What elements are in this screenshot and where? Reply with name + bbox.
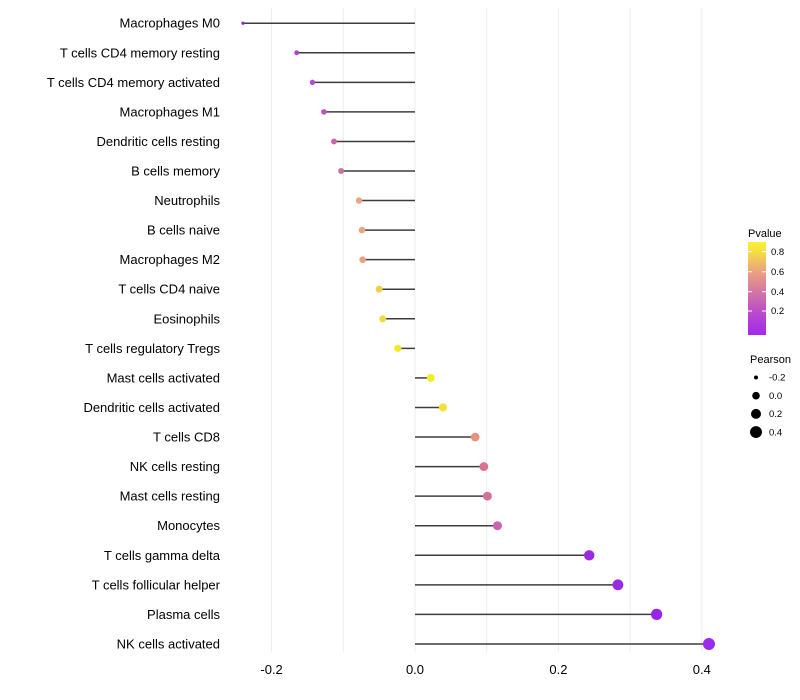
y-axis-label: T cells gamma delta (104, 548, 221, 563)
pearson-legend-dot (753, 375, 759, 380)
y-axis-label: T cells CD8 (153, 430, 220, 445)
y-axis-label: Macrophages M1 (120, 104, 220, 119)
y-axis-label: NK cells resting (130, 459, 220, 474)
y-axis-label: Eosinophils (154, 311, 221, 326)
y-axis-label: Macrophages M0 (120, 16, 220, 31)
lollipop-dot (338, 167, 345, 175)
x-tick-label: 0.0 (406, 662, 424, 677)
x-tick-label: 0.4 (693, 662, 711, 677)
pvalue-tick-label: 0.4 (771, 287, 784, 298)
lollipop-dot (321, 109, 327, 115)
lollipop-dot (309, 79, 316, 85)
y-axis-label: Neutrophils (154, 193, 220, 208)
lollipop-dot (650, 608, 663, 621)
lollipop-dot (375, 285, 383, 293)
pvalue-tick-label: 0.2 (771, 306, 784, 317)
pearson-legend-dot (750, 426, 762, 439)
pearson-legend-dot (752, 391, 760, 400)
lollipop-dot (612, 579, 624, 591)
y-axis-label: Monocytes (157, 518, 220, 533)
lollipop-dot (359, 256, 366, 263)
y-axis-label: B cells naive (147, 223, 220, 238)
lollipop-dot (492, 521, 502, 531)
y-axis-label: T cells CD4 memory activated (47, 75, 220, 90)
y-axis-label: Mast cells resting (120, 489, 220, 504)
lollipop-dot (355, 197, 363, 204)
lollipop-dot (379, 315, 387, 323)
pearson-legend-label: -0.2 (769, 373, 785, 384)
y-axis-label: T cells CD4 memory resting (60, 45, 220, 60)
lollipop-dot (426, 373, 435, 382)
pvalue-legend-title: Pvalue (748, 228, 782, 240)
pvalue-tick-label: 0.8 (771, 247, 784, 258)
pvalue-colorbar (748, 242, 766, 335)
lollipop-dot (479, 462, 489, 472)
pearson-legend-label: 0.2 (769, 409, 782, 420)
lollipop-dot (394, 344, 402, 353)
pearson-legend-label: 0.0 (769, 391, 782, 402)
y-axis-label: Plasma cells (147, 607, 220, 622)
pearson-legend-title: Pearson (750, 354, 791, 366)
y-axis-label: Mast cells activated (107, 370, 220, 385)
lollipop-dot (241, 21, 245, 25)
lollipop-dot (438, 403, 448, 412)
lollipop-dot (584, 550, 595, 561)
x-tick-label: 0.2 (549, 662, 567, 677)
y-axis-label: Macrophages M2 (120, 252, 220, 267)
y-axis-label: Dendritic cells resting (96, 134, 220, 149)
lollipop-dot (482, 491, 492, 501)
y-axis-label: T cells regulatory Tregs (85, 341, 220, 356)
lollipop-dot (470, 432, 480, 442)
lollipop-dot (331, 138, 337, 145)
y-axis-label: T cells follicular helper (92, 577, 221, 592)
y-axis-label: T cells CD4 naive (118, 282, 220, 297)
y-axis-label: B cells memory (131, 164, 220, 179)
lollipop-dot (294, 50, 300, 56)
pearson-legend-label: 0.4 (769, 427, 782, 438)
y-axis-label: Dendritic cells activated (83, 400, 220, 415)
pearson-legend-dot (751, 408, 761, 419)
lollipop-dot (702, 637, 715, 650)
y-axis-label: NK cells activated (117, 636, 220, 651)
pvalue-tick-label: 0.6 (771, 267, 784, 278)
x-tick-label: -0.2 (260, 662, 282, 677)
lollipop-dot (358, 226, 366, 234)
